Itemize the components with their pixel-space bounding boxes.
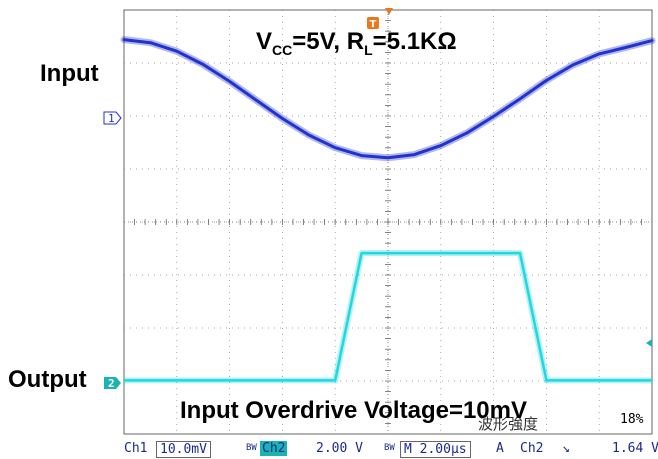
channel-markers: 1 2 T xyxy=(103,8,652,390)
status-bar: Ch1 10.0mV BW Ch2 2.00 V BW M 2.00μs A C… xyxy=(124,440,658,459)
trigger-marker-label: T xyxy=(370,19,377,30)
bw-limit-icon-2: BW xyxy=(384,443,395,453)
graticule xyxy=(123,9,653,435)
trigger-point-marker xyxy=(367,17,379,29)
trigger-position-marker: T xyxy=(367,8,393,30)
trigger-source[interactable]: Ch2 xyxy=(520,441,544,456)
trigger-mode[interactable]: A xyxy=(496,441,504,456)
trigger-level-marker xyxy=(646,339,652,347)
output-trace xyxy=(124,251,652,382)
ch1-marker-label: 1 xyxy=(108,112,115,125)
input-trace xyxy=(122,38,654,160)
ch2-label[interactable]: Ch2 xyxy=(260,441,288,456)
trigger-level[interactable]: 1.64 V xyxy=(612,441,658,456)
overdrive-annotation: Input Overdrive Voltage=10mV xyxy=(180,397,528,424)
waveform-intensity-label: 波形強度 xyxy=(478,415,539,433)
ch1-label[interactable]: Ch1 xyxy=(124,441,148,456)
trigger-slope-icon[interactable]: ↘ xyxy=(562,441,570,456)
traces xyxy=(120,36,656,384)
intensity-percent: 18% xyxy=(620,412,644,427)
output-trace-label: Output xyxy=(8,366,87,393)
input-trace-label: Input xyxy=(40,60,99,87)
ch2-scale[interactable]: 2.00 V xyxy=(316,441,363,456)
ch1-scale[interactable]: 10.0mV xyxy=(156,441,211,458)
chart-title: VCC=5V, RL=5.1KΩ xyxy=(256,28,457,58)
ch2-marker: 2 xyxy=(104,377,121,390)
bw-limit-icon: BW xyxy=(246,443,257,453)
ch2-marker-label: 2 xyxy=(108,377,115,390)
oscilloscope-screen: 1 2 T xyxy=(103,8,656,435)
ch1-marker: 1 xyxy=(103,111,122,125)
timebase[interactable]: M 2.00μs xyxy=(400,441,471,458)
